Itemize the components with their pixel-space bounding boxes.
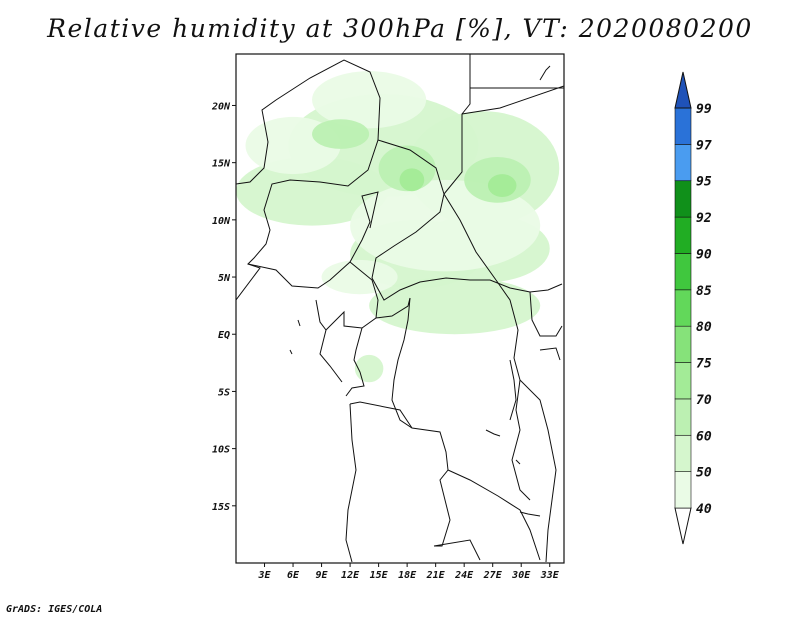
colorbar-label: 85 (696, 284, 712, 299)
colorbar-bin (674, 471, 692, 509)
lon-tick-label: 27E (483, 570, 503, 581)
humidity-patch (236, 156, 389, 226)
colorbar-label: 40 (696, 502, 712, 517)
colorbar-bin (674, 325, 692, 363)
humidity-patch (321, 259, 398, 295)
lon-tick-label: 33E (540, 570, 560, 581)
humidity-patch (312, 71, 427, 129)
colorbar-bin (674, 434, 692, 472)
humidity-patch (350, 179, 541, 272)
lon-tick-label: 21E (426, 570, 446, 581)
colorbar-label: 92 (696, 211, 712, 226)
lat-tick-label: 10N (212, 216, 231, 227)
colorbar-bin (674, 144, 692, 182)
humidity-patch (487, 174, 517, 197)
longitude-axis: 3E 6E 9E 12E 15E 18E 21E 24E 27E 30E 33E (257, 563, 560, 581)
lat-tick-label: 20N (211, 101, 231, 112)
map-title: Relative humidity at 300hPa [%], VT: 202… (47, 14, 753, 43)
grads-credit: GrADS: IGES/COLA (6, 604, 103, 615)
lat-tick-label: 15S (212, 502, 230, 513)
lon-tick-label: 9E (316, 570, 329, 581)
lon-tick-label: 6E (287, 570, 300, 581)
colorbar-label: 90 (696, 247, 712, 262)
lon-tick-label: 18E (398, 570, 417, 581)
colorbar-bin (674, 180, 692, 218)
humidity-patch (354, 354, 384, 383)
colorbar-bin (674, 362, 692, 400)
colorbar-bin (674, 71, 692, 109)
lat-tick-label: EQ (218, 330, 230, 341)
colorbar-label: 70 (696, 393, 712, 408)
colorbar-bin (674, 253, 692, 291)
lat-tick-label: 15N (212, 159, 231, 170)
lon-tick-label: 12E (341, 570, 360, 581)
lon-tick-label: 24E (454, 570, 474, 581)
latitude-axis: 20N 15N 10N 5N EQ 5S 10S 15S (211, 101, 236, 513)
colorbar-bin (674, 507, 692, 545)
colorbar-label: 97 (696, 138, 712, 153)
colorbar: 40 50 60 70 75 80 85 90 92 95 97 99 (674, 71, 712, 545)
lat-tick-label: 5S (218, 387, 230, 398)
humidity-shading (236, 71, 560, 383)
country-boundaries (236, 54, 564, 563)
lat-tick-label: 5N (218, 273, 231, 284)
colorbar-bin (674, 289, 692, 327)
map-frame (235, 53, 565, 564)
colorbar-bin (674, 216, 692, 254)
colorbar-bin (674, 398, 692, 436)
colorbar-label: 75 (696, 357, 712, 372)
colorbar-bin (674, 107, 692, 145)
lon-tick-label: 30E (511, 570, 531, 581)
colorbar-label: 50 (696, 466, 712, 481)
lon-tick-label: 15E (370, 570, 389, 581)
colorbar-label: 99 (696, 102, 712, 117)
humidity-patch (399, 168, 425, 192)
colorbar-label: 80 (696, 320, 712, 335)
humidity-patch (369, 277, 541, 335)
humidity-patch (312, 119, 370, 149)
lat-tick-label: 10S (212, 445, 230, 456)
colorbar-label: 60 (696, 429, 712, 444)
colorbar-label: 95 (696, 175, 712, 190)
lon-tick-label: 3E (257, 570, 271, 581)
